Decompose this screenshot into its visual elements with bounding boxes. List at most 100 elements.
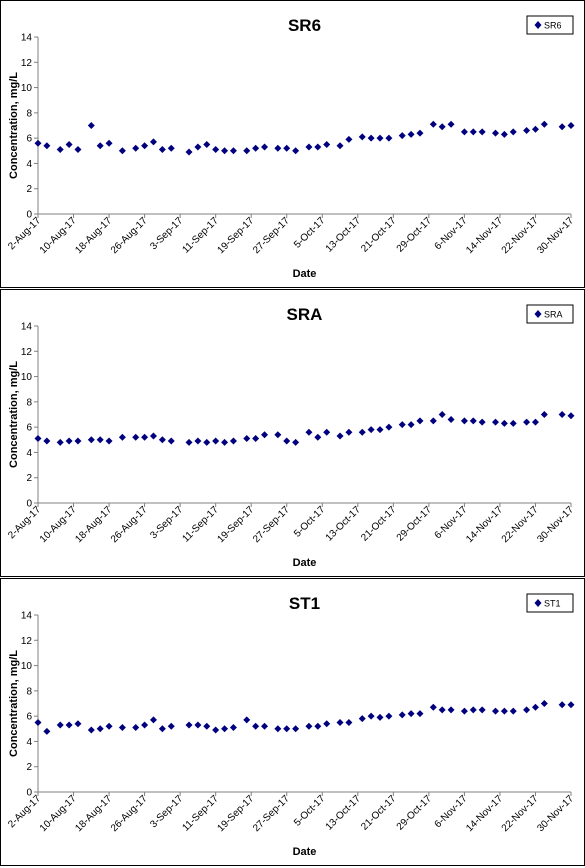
- x-tick-label: 18-Aug-17: [73, 215, 114, 256]
- data-point: [523, 706, 531, 714]
- data-point: [336, 432, 344, 440]
- x-tick-label: 26-Aug-17: [109, 215, 150, 256]
- data-point: [358, 133, 366, 141]
- data-point: [345, 135, 353, 143]
- data-point: [305, 143, 313, 151]
- data-point: [105, 722, 113, 730]
- x-tick-label: 19-Sep-17: [216, 793, 257, 834]
- data-point: [96, 725, 104, 733]
- x-tick-label: 2-Aug-17: [6, 793, 43, 830]
- data-point: [221, 147, 229, 155]
- x-axis-label: Date: [293, 846, 317, 858]
- x-tick-label: 27-Sep-17: [251, 215, 292, 256]
- data-point: [438, 123, 446, 131]
- data-point: [274, 725, 282, 733]
- legend-marker: [534, 599, 542, 607]
- data-point: [509, 128, 517, 136]
- data-point: [56, 438, 64, 446]
- data-point: [65, 437, 73, 445]
- data-point: [407, 710, 415, 718]
- data-point: [447, 120, 455, 128]
- data-point: [167, 437, 175, 445]
- data-point: [460, 128, 468, 136]
- data-point: [385, 134, 393, 142]
- y-tick-label: 0: [26, 788, 32, 799]
- data-point: [212, 726, 220, 734]
- x-tick-label: 27-Sep-17: [251, 504, 292, 545]
- data-point: [398, 711, 406, 719]
- y-tick-label: 14: [21, 33, 33, 44]
- data-point: [34, 435, 42, 443]
- data-point: [185, 438, 193, 446]
- y-tick-label: 4: [26, 159, 32, 170]
- data-point: [149, 432, 157, 440]
- data-point: [567, 122, 575, 129]
- x-tick-label: 5-Oct-17: [292, 215, 328, 251]
- x-tick-label: 29-Oct-17: [395, 793, 435, 833]
- data-point: [305, 722, 313, 730]
- legend-marker: [534, 310, 542, 318]
- data-point: [531, 418, 539, 426]
- data-point: [376, 713, 384, 721]
- data-point: [478, 418, 486, 426]
- data-point: [65, 721, 73, 729]
- data-point: [358, 715, 366, 723]
- data-point: [74, 720, 82, 728]
- data-point: [460, 707, 468, 715]
- data-point: [132, 144, 140, 152]
- data-point: [314, 722, 322, 730]
- data-point: [118, 147, 126, 155]
- data-point: [229, 437, 237, 445]
- data-point: [243, 435, 251, 443]
- data-point: [447, 706, 455, 714]
- data-point: [292, 438, 300, 446]
- data-point: [407, 130, 415, 138]
- data-point: [149, 716, 157, 724]
- data-point: [367, 426, 375, 434]
- y-tick-label: 0: [26, 210, 32, 221]
- x-tick-label: 30-Nov-17: [535, 215, 576, 256]
- data-point: [132, 724, 140, 732]
- y-tick-label: 2: [26, 473, 32, 484]
- data-point: [469, 417, 477, 425]
- data-point: [540, 411, 548, 418]
- legend-marker: [534, 21, 542, 29]
- y-tick-label: 2: [26, 184, 32, 195]
- data-point: [43, 727, 51, 735]
- legend: SR6: [526, 15, 574, 35]
- data-point: [194, 143, 202, 151]
- x-tick-label: 11-Sep-17: [181, 215, 222, 256]
- x-tick-label: 3-Sep-17: [148, 793, 185, 830]
- y-tick-label: 2: [26, 762, 32, 773]
- legend-box: [526, 304, 574, 324]
- data-point: [252, 144, 260, 152]
- data-point: [540, 120, 548, 128]
- x-tick-label: 26-Aug-17: [109, 504, 150, 545]
- data-point: [336, 142, 344, 150]
- data-point: [438, 411, 446, 418]
- x-tick-label: 10-Aug-17: [38, 504, 79, 545]
- data-point: [87, 436, 95, 444]
- data-point: [509, 419, 517, 427]
- data-point: [314, 433, 322, 441]
- x-tick-label: 21-Oct-17: [359, 504, 399, 544]
- legend-label: SR6: [544, 21, 562, 31]
- data-point: [416, 417, 424, 425]
- data-point: [531, 125, 539, 133]
- x-tick-label: 6-Nov-17: [433, 504, 470, 541]
- x-tick-label: 3-Sep-17: [148, 504, 185, 541]
- data-point: [229, 147, 237, 155]
- data-point: [34, 718, 42, 726]
- chart-svg: ST1 0 2 4 6 8 10 12 14 2-Aug-1710-Aug-1718-Aug-17…: [6, 593, 576, 858]
- chart-panel-sr6: SR6 0 2 4 6 8 10 12 14 2-Aug-17 10-Aug-17 18-Aug-17…: [0, 0, 585, 288]
- data-point: [43, 437, 51, 445]
- data-point: [261, 722, 269, 730]
- data-point: [118, 724, 126, 732]
- x-tick-label: 14-Nov-17: [464, 215, 505, 256]
- data-point: [96, 142, 104, 150]
- x-tick-label: 3-Sep-17: [148, 215, 185, 252]
- x-tick-label: 29-Oct-17: [395, 215, 435, 255]
- y-tick-label: 6: [26, 134, 32, 145]
- x-tick-label: 22-Nov-17: [500, 793, 541, 834]
- chart-svg: SR6 0 2 4 6 8 10 12 14 2-Aug-1710-Aug-1718-Aug-17…: [6, 15, 576, 280]
